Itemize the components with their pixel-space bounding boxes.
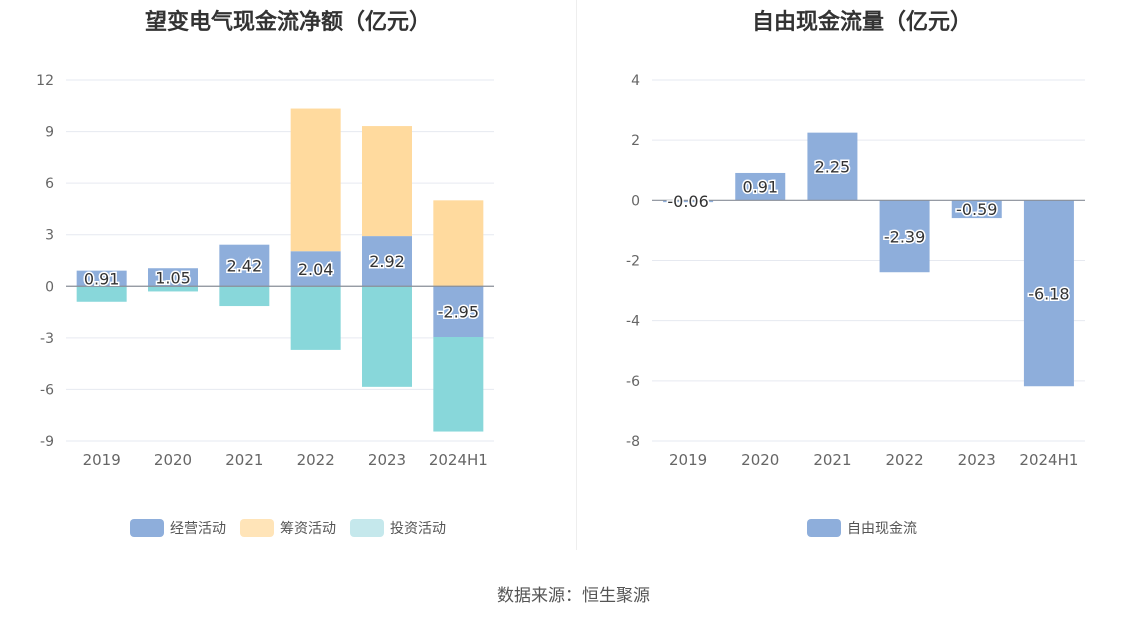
legend-item-financing[interactable]: 筹资活动 <box>240 518 336 538</box>
legend-item-operating[interactable]: 经营活动 <box>130 518 226 538</box>
y-tick-label: -2 <box>626 254 640 270</box>
data-label: -2.95 <box>438 303 479 322</box>
legend-swatch-investing <box>350 519 384 537</box>
legend-label-free-cash-flow: 自由现金流 <box>847 521 917 537</box>
legend-label-operating: 经营活动 <box>170 521 226 537</box>
data-label: 2.42 <box>227 256 263 275</box>
left-chart-title: 望变电气现金流净额（亿元） <box>144 10 431 35</box>
x-tick-label: 2021 <box>225 451 263 469</box>
legend-swatch-financing <box>240 519 274 537</box>
y-tick-label: 12 <box>36 73 54 89</box>
bar-自由现金流-2022 <box>879 200 930 273</box>
x-tick-label: 2020 <box>154 451 192 469</box>
bar-投资活动-2021 <box>219 286 270 307</box>
y-tick-label: 6 <box>45 176 54 192</box>
bar-经营活动-2024H1 <box>433 286 484 337</box>
bar-自由现金流-2019 <box>663 200 714 203</box>
y-tick-label: -6 <box>40 382 54 398</box>
y-tick-label: 4 <box>631 73 640 89</box>
x-tick-label: 2024H1 <box>429 451 488 469</box>
data-label: 2.25 <box>815 157 851 176</box>
bar-投资活动-2022 <box>290 286 341 350</box>
panel-divider <box>576 0 577 550</box>
legend-swatch-operating <box>130 519 164 537</box>
bar-自由现金流-2021 <box>807 132 858 201</box>
x-tick-label: 2019 <box>669 451 707 469</box>
data-label: -0.59 <box>956 200 997 219</box>
bar-经营活动-2020 <box>148 268 198 287</box>
y-tick-label: 0 <box>631 193 640 209</box>
bar-投资活动-2024H1 <box>433 336 484 432</box>
y-tick-label: 2 <box>631 133 640 149</box>
left-chart-legend: 经营活动 筹资活动 投资活动 <box>0 518 576 538</box>
bar-自由现金流-2024H1 <box>1023 200 1074 387</box>
data-label: 2.92 <box>369 252 405 271</box>
legend-item-free-cash-flow[interactable]: 自由现金流 <box>807 518 917 538</box>
x-tick-label: 2023 <box>958 451 996 469</box>
legend-item-investing[interactable]: 投资活动 <box>350 518 446 538</box>
y-tick-label: 9 <box>45 125 54 141</box>
right-chart-legend: 自由现金流 <box>577 518 1147 538</box>
x-tick-label: 2022 <box>297 451 335 469</box>
bar-筹资活动-2023 <box>362 126 412 237</box>
bar-投资活动-2019 <box>76 286 127 302</box>
legend-label-financing: 筹资活动 <box>280 521 336 537</box>
legend-swatch-free-cash-flow <box>807 519 841 537</box>
y-tick-label: -3 <box>40 331 54 347</box>
data-label: -2.39 <box>884 227 925 246</box>
y-tick-label: 0 <box>45 279 54 295</box>
bar-经营活动-2021 <box>219 244 270 287</box>
data-label: 0.91 <box>742 178 778 197</box>
right-chart-title: 自由现金流量（亿元） <box>751 10 972 35</box>
x-tick-label: 2022 <box>885 451 923 469</box>
left-chart-panel: 望变电气现金流净额（亿元） 12 9 6 3 0 -3 -6 -9 2019 2020 2021 20… <box>0 0 576 550</box>
data-label: 2.04 <box>298 260 334 279</box>
y-tick-label: -9 <box>40 434 54 450</box>
right-chart-svg: 4 2 0 -2 -4 -6 -8 2019 2020 2021 2022 2023 2024H1 -0.… <box>626 73 1085 469</box>
bar-自由现金流-2020 <box>735 172 786 201</box>
bar-筹资活动-2022 <box>290 108 341 252</box>
x-tick-label: 2019 <box>83 451 121 469</box>
bar-投资活动-2020 <box>148 286 198 292</box>
bar-经营活动-2023 <box>362 236 412 287</box>
y-tick-label: -8 <box>626 434 640 450</box>
data-label: 1.05 <box>155 268 191 287</box>
right-chart-panel: 自由现金流量（亿元） 4 2 0 -2 -4 -6 -8 2019 2020 2021 2022 20… <box>577 0 1147 550</box>
bar-筹资活动-2024H1 <box>433 200 484 287</box>
x-tick-label: 2020 <box>741 451 779 469</box>
data-label: -6.18 <box>1028 284 1069 303</box>
legend-label-investing: 投资活动 <box>390 521 446 537</box>
data-source-note: 数据来源：恒生聚源 <box>497 586 650 606</box>
bar-经营活动-2022 <box>290 251 341 287</box>
data-label: 0.91 <box>84 269 120 288</box>
x-tick-label: 2023 <box>368 451 406 469</box>
bar-自由现金流-2023 <box>951 200 1002 219</box>
x-tick-label: 2024H1 <box>1019 451 1078 469</box>
bar-投资活动-2023 <box>362 286 412 387</box>
y-tick-label: 3 <box>45 228 54 244</box>
x-tick-label: 2021 <box>813 451 851 469</box>
y-tick-label: -6 <box>626 374 640 390</box>
y-tick-label: -4 <box>626 314 640 330</box>
bar-经营活动-2019 <box>76 270 127 287</box>
left-chart-svg: 12 9 6 3 0 -3 -6 -9 2019 2020 2021 2022 2023 2024H1 0.… <box>36 73 494 469</box>
data-label: -0.06 <box>667 192 708 211</box>
